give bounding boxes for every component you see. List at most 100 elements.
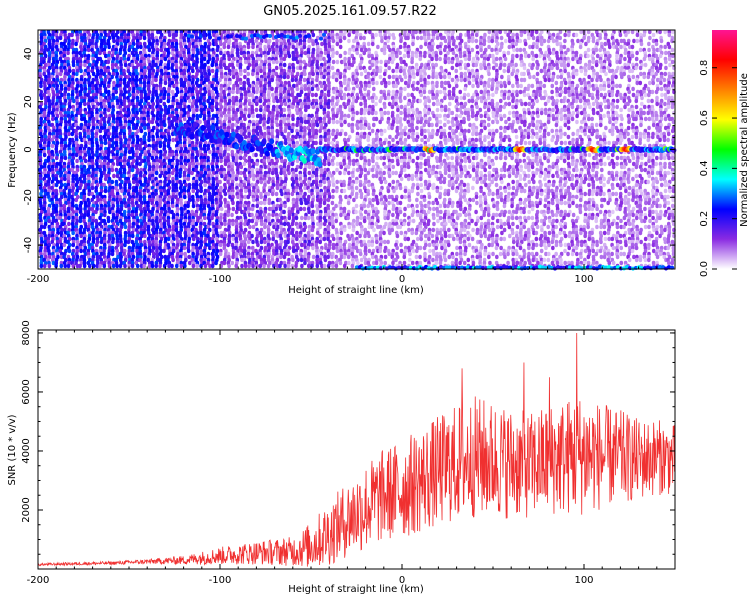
spectrogram-cell — [47, 263, 52, 269]
spectrogram-cell — [179, 263, 184, 269]
spectrogram-cell — [274, 191, 279, 197]
spectrogram-cell — [307, 170, 312, 176]
spectrogram-cell — [63, 176, 67, 182]
spectrogram-cell — [170, 170, 175, 176]
spectrogram-cell — [107, 44, 111, 50]
spectrogram-cell — [71, 116, 76, 122]
spectrogram-cell — [311, 104, 316, 110]
spectrogram-cell — [118, 176, 122, 182]
spectrogram-cell — [235, 101, 239, 107]
spectrogram-cell — [258, 119, 262, 125]
spectrogram-cell — [100, 149, 104, 155]
spectrogram-cell — [246, 65, 250, 71]
spectrogram-cell — [282, 254, 287, 260]
spectrogram-cell — [246, 44, 251, 50]
spectrogram-cell — [110, 251, 115, 257]
spectrogram-cell — [262, 263, 266, 269]
spectrogram-cell — [275, 185, 280, 191]
spectrogram-cell — [295, 86, 300, 92]
spectrogram-cell — [191, 68, 195, 74]
spectrogram-cell — [222, 44, 227, 50]
spectrogram-cell — [286, 239, 290, 245]
spectrogram-cell — [138, 161, 142, 167]
spectrogram-cell — [174, 92, 179, 98]
spectrogram-cell — [218, 242, 223, 248]
spectrogram-cell — [142, 35, 147, 41]
spectrogram-cell — [270, 191, 275, 197]
spectrogram-cell — [102, 170, 106, 176]
spectrogram-cell — [295, 236, 299, 242]
spectrogram-cell — [270, 86, 274, 92]
spectrogram-cell — [290, 221, 295, 227]
spectrogram-cell — [307, 38, 311, 44]
spectrogram-cell — [162, 95, 166, 101]
spectrogram-cell — [286, 263, 291, 269]
spectrogram-cell — [254, 101, 259, 107]
spectrogram-cell — [254, 107, 259, 113]
spectrogram-cell — [42, 152, 47, 158]
spectrogram-cell — [118, 209, 122, 215]
spectrogram-cell — [236, 194, 240, 200]
spectrogram-cell — [147, 47, 152, 53]
spectrogram-cell — [251, 44, 255, 50]
spectrogram-cell — [286, 74, 290, 80]
spectrogram-cell — [163, 56, 168, 62]
spectrogram-cell — [215, 47, 220, 53]
spectrogram-cell — [238, 155, 243, 161]
spectrogram-cell — [79, 125, 83, 131]
spectrogram-cell — [154, 170, 159, 176]
spectrogram-cell — [299, 164, 303, 170]
spectrogram-cell — [306, 263, 311, 269]
spectrogram-cell — [279, 170, 283, 176]
spectrogram-cell — [146, 95, 151, 101]
spectrogram-cell — [226, 242, 230, 248]
spectrogram-cell — [82, 263, 87, 269]
spectrogram-cell — [291, 116, 295, 122]
spectrogram-cell — [259, 200, 264, 206]
spectrogram-cell — [254, 152, 258, 158]
spectrogram-cell — [271, 236, 275, 242]
spectrogram-cell — [262, 230, 267, 236]
spectrogram-cell — [70, 32, 74, 38]
spectrogram-cell — [247, 263, 251, 269]
spectrogram-cell — [54, 182, 59, 188]
spectrogram-cell — [102, 263, 107, 269]
spectrogram-cell — [170, 263, 174, 269]
spectrogram-cell — [198, 113, 203, 119]
spectrogram-cell — [219, 158, 223, 164]
spectrogram-cell — [75, 158, 79, 164]
spectrogram-cell — [94, 242, 99, 248]
spectrogram-cell — [283, 263, 287, 269]
spectrogram-cell — [263, 164, 268, 170]
spectrogram-cell — [139, 44, 143, 50]
spectrogram-cell — [290, 128, 294, 134]
spectrogram-cell — [115, 173, 120, 179]
spectrogram-cell — [187, 98, 192, 104]
spectrogram-cell — [87, 140, 92, 146]
spectrogram-cell — [231, 254, 235, 260]
spectrogram-cell — [195, 107, 199, 113]
spectrogram-cell — [191, 188, 196, 194]
spectrogram-cell — [124, 203, 128, 209]
spectrogram-cell — [294, 263, 298, 269]
spectrogram-cell — [300, 215, 304, 221]
spectrogram-cell — [50, 116, 55, 122]
spectrogram-cell — [266, 119, 270, 125]
spectrogram-cell — [78, 185, 82, 191]
spectrogram-cell — [210, 68, 215, 74]
spectrogram-cell — [210, 215, 214, 221]
spectrogram-cell — [67, 131, 71, 137]
spectrogram-cell — [294, 134, 298, 140]
spectrogram-cell — [242, 161, 247, 167]
spectrogram-cell — [103, 176, 108, 182]
spectrogram-cells — [38, 29, 677, 271]
spectrogram-cell — [295, 122, 299, 128]
spectrogram-cell — [306, 215, 311, 221]
spectrogram-cell — [78, 263, 82, 269]
spectrogram-cell — [203, 215, 207, 221]
spectrogram-cell — [178, 173, 182, 179]
spectrogram-cell — [79, 233, 83, 239]
spectrogram-cell — [227, 56, 232, 62]
spectrogram-cell — [74, 197, 79, 203]
